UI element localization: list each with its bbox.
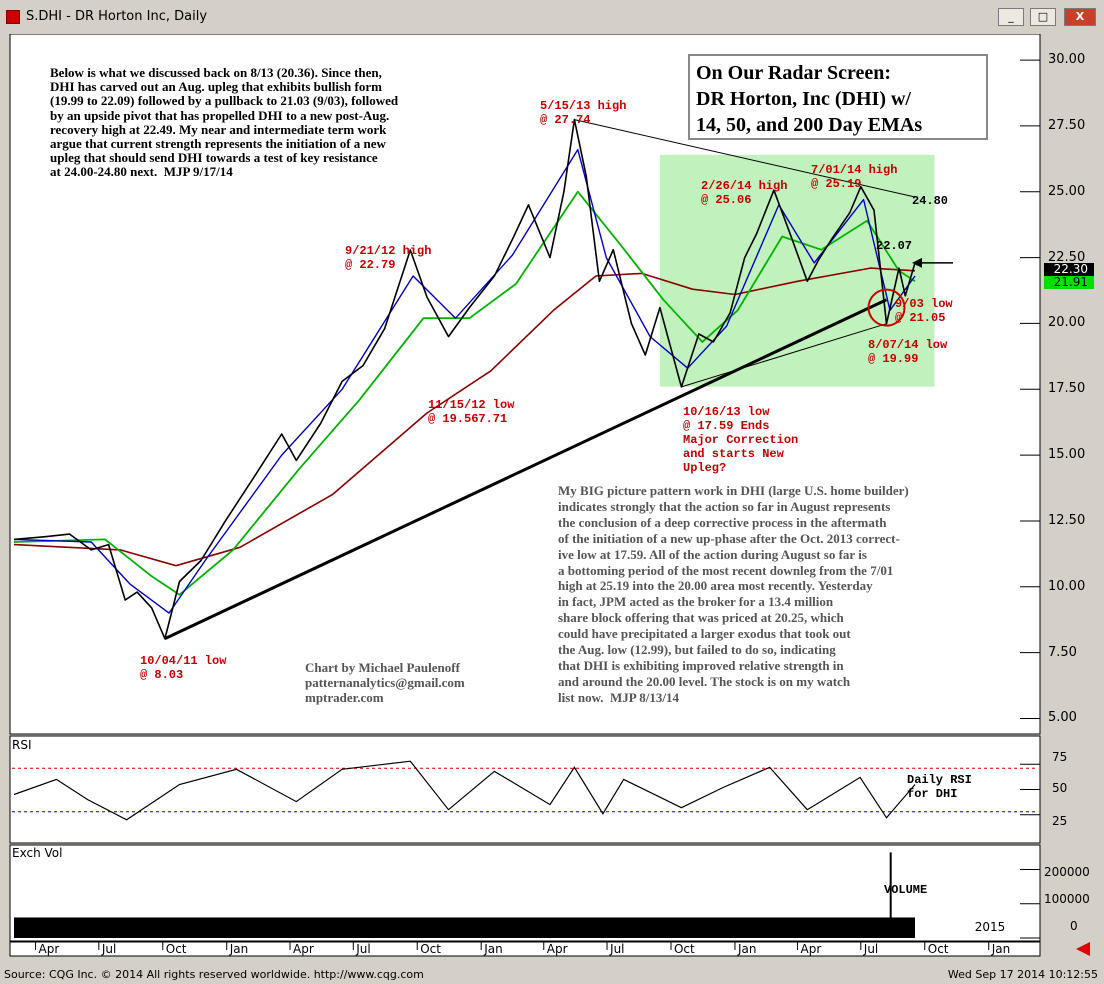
- price-tick-label: 5.00: [1048, 710, 1077, 726]
- timestamp: Wed Sep 17 2014 10:12:55: [947, 968, 1098, 981]
- month-label: Oct: [165, 942, 187, 956]
- year-label: 2014: [720, 920, 752, 934]
- minimize-button[interactable]: _: [998, 8, 1024, 26]
- price-tick-label: 12.50: [1048, 512, 1086, 528]
- top-note: Below is what we discussed back on 8/13 …: [50, 65, 399, 180]
- month-label: Apr: [293, 942, 314, 956]
- credit-note: Chart by Michael Paulenoff patternanalyt…: [305, 660, 465, 705]
- month-label: Jan: [737, 942, 757, 956]
- annotation-2012-low: 11/15/12 low @ 19.567.71: [428, 398, 515, 426]
- month-label: Jul: [356, 942, 371, 956]
- price-tick-label: 10.00: [1048, 578, 1086, 594]
- chart-window: [8, 34, 1102, 958]
- annotation-2012-high: 9/21/12 high @ 22.79: [345, 244, 432, 272]
- annotation-2013-low: 10/16/13 low @ 17.59 Ends Major Correcti…: [683, 405, 799, 475]
- price-line: [13, 118, 916, 640]
- volume-tick-200000: 200000: [1044, 865, 1090, 879]
- title-bar: S.DHI - DR Horton Inc, Daily _ □ X: [0, 0, 1104, 34]
- annotation-sep03-low: 9/03 low @ 21.05: [895, 297, 953, 325]
- price-tick-label: 22.50: [1048, 249, 1086, 265]
- close-button[interactable]: X: [1064, 8, 1096, 26]
- rsi-tick-25: 25: [1052, 814, 1068, 828]
- price-tick-label: 7.50: [1048, 644, 1077, 660]
- price-arrow-head: [912, 257, 922, 268]
- rsi-tick-50: 50: [1052, 781, 1068, 795]
- restore-button[interactable]: □: [1030, 8, 1056, 26]
- month-label: Oct: [673, 942, 695, 956]
- month-label: Jul: [610, 942, 625, 956]
- level-22-07: 22.07: [876, 239, 913, 253]
- month-label: Jul: [863, 942, 879, 956]
- rsi-label: Daily RSI for DHI: [907, 773, 972, 801]
- month-label: Apr: [546, 942, 568, 956]
- price-tick-label: 15.00: [1048, 447, 1086, 463]
- rsi-tick-75: 75: [1052, 750, 1068, 764]
- annotation-2013-high: 5/15/13 high @ 27.74: [540, 99, 627, 127]
- source-text: Source: CQG Inc. © 2014 All rights reser…: [4, 968, 424, 981]
- trendline: [164, 298, 888, 641]
- rsi-panel-title: RSI: [12, 738, 32, 752]
- last-price-tag: 22.30: [1044, 263, 1094, 276]
- rsi-line: [13, 760, 916, 821]
- volume-band: [14, 917, 916, 938]
- annotation-2011-low: 10/04/11 low @ 8.03: [140, 654, 227, 682]
- radar-box: On Our Radar Screen: DR Horton, Inc (DHI…: [688, 54, 988, 140]
- price-tick-label: 30.00: [1048, 52, 1086, 68]
- annotation-feb14-high: 2/26/14 high @ 25.06: [701, 179, 788, 207]
- trendline: [574, 119, 916, 198]
- year-label: 2013: [467, 920, 498, 934]
- chart-canvas[interactable]: [8, 34, 1102, 958]
- big-picture-note: My BIG picture pattern work in DHI (larg…: [558, 483, 909, 705]
- price-tick-label: 17.50: [1048, 381, 1086, 397]
- ema-price-tag: 21.91: [1044, 276, 1094, 289]
- month-label: Apr: [800, 942, 822, 956]
- price-tick-label: 27.50: [1048, 117, 1086, 133]
- year-label: 2012: [212, 920, 244, 934]
- month-label: Jan: [229, 942, 249, 956]
- month-label: Oct: [420, 942, 441, 956]
- annotation-jul14-high: 7/01/14 high @ 25.19: [811, 163, 898, 191]
- price-tick-label: 25.00: [1048, 183, 1086, 199]
- volume-panel-title: Exch Vol: [12, 846, 63, 860]
- ema50-line: [13, 190, 916, 596]
- ema14-line: [13, 148, 916, 614]
- ema200-line: [13, 267, 916, 567]
- month-label: Apr: [38, 942, 60, 956]
- annotation-aug07-low: 8/07/14 low @ 19.99: [868, 338, 948, 366]
- month-label: Jan: [484, 942, 503, 956]
- volume-tick-100000: 100000: [1044, 892, 1090, 906]
- trendline: [681, 323, 887, 388]
- volume-label: VOLUME: [884, 883, 928, 897]
- scroll-arrow-icon[interactable]: [1076, 942, 1090, 956]
- price-tick-label: 20.00: [1048, 315, 1086, 331]
- level-24-80: 24.80: [912, 194, 949, 208]
- volume-tick-0: 0: [1070, 919, 1078, 933]
- month-label: Jul: [101, 942, 117, 956]
- app-icon: [6, 10, 20, 24]
- circle-marker: [867, 288, 906, 327]
- year-label: 2015: [974, 920, 1006, 934]
- month-label: Jan: [991, 942, 1011, 956]
- month-label: Oct: [927, 942, 949, 956]
- window-title: S.DHI - DR Horton Inc, Daily: [26, 9, 208, 24]
